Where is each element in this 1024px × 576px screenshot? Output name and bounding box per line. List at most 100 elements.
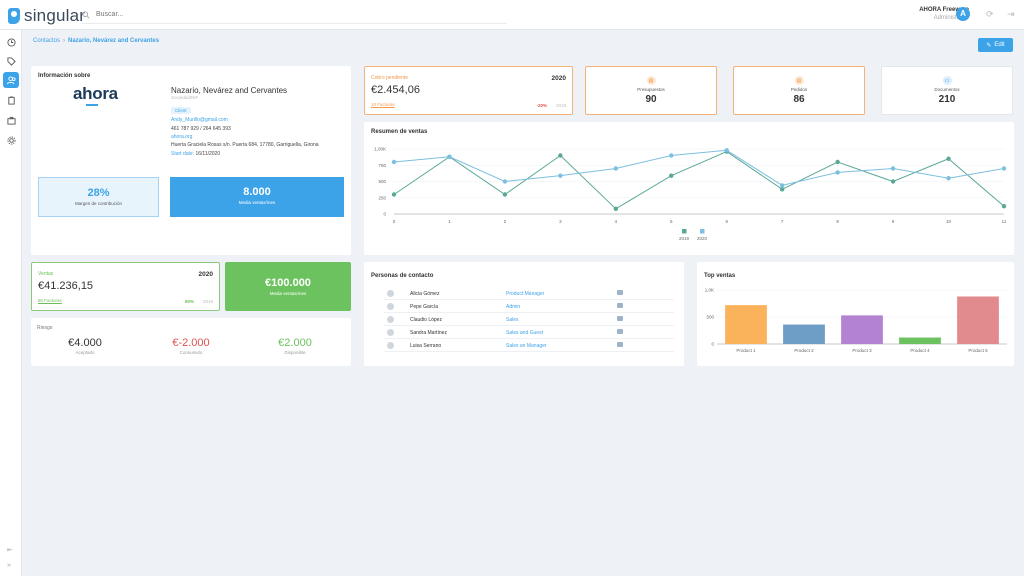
sidebar-item-contacts[interactable] [3,72,19,88]
breadcrumb: Contactos › Nazario, Nevárez and Cervantes [33,38,159,44]
contact-avatar [387,316,394,323]
avatar[interactable]: A [956,7,970,21]
collapse-icon[interactable]: ⇤ [7,547,13,554]
data-point [502,192,508,197]
data-point [613,206,619,211]
contact-row[interactable]: Pepe García Admin [384,300,674,313]
contact-role[interactable]: Sales [506,317,519,323]
y-tick-label: 500 [378,179,386,184]
contact-name: Alicia Gómez [410,291,440,297]
riesgo-consumido: €-2.000 Consumido [141,337,241,355]
ventas-year: 2020 [198,271,213,278]
contact-row[interactable]: Luisa Serrano Sales an Manager [384,339,674,352]
data-point [558,153,563,158]
data-point [447,154,452,159]
media-value: 8.000 [243,186,271,198]
stat-label: Pedidos [790,87,808,92]
sidebar-item-tags[interactable] [3,53,19,69]
sidebar-item-documents[interactable] [3,92,19,108]
green-kpi-value: €100.000 [265,277,311,289]
mail-icon[interactable] [617,316,623,321]
info-card: Información sobre [31,66,351,255]
email-link[interactable]: Andy_Murillo@gmail.com [171,117,228,123]
topventas-card: Top ventas 0 500 1,0K Product 1 Product 2 Pro… [697,262,1014,366]
stat-pedidos[interactable]: ▤ Pedidos 86 [733,66,865,115]
breadcrumb-root[interactable]: Contactos [33,38,61,44]
edit-button[interactable]: ✎ Edit [978,38,1013,52]
line-chart: 0 250 500 750 1,00K 0 1 2 3 4 5 6 7 8 9 10 11 2019 2020 [374,147,1007,242]
bar [841,315,883,344]
website-link[interactable]: ahora.org [171,134,193,140]
x-tick-label: 10 [946,219,952,224]
resumen-title: Resumen de ventas [371,129,428,135]
contact-row[interactable]: Sandra Martínez Sales and Guest [384,326,674,339]
cobro-facturas-link[interactable]: 10 Facturas [371,102,395,107]
data-point [946,156,951,161]
series-line-2019 [393,151,1005,210]
mail-icon[interactable] [617,303,623,308]
client-tag: Client [171,107,191,114]
ventas-pct: 80% [184,299,194,304]
legend-label: 2020 [697,236,708,241]
tag-icon [6,56,16,66]
pencil-icon: ✎ [986,42,992,49]
breadcrumb-current: Nazario, Nevárez and Cervantes [68,38,160,44]
sidebar-item-dashboard[interactable] [3,34,19,50]
contact-role[interactable]: Product Manager [506,291,545,297]
sidebar-item-business[interactable] [3,112,19,128]
contact-row[interactable]: Alicia Gómez Product Manager [384,287,674,300]
briefcase-icon [6,116,16,125]
logout-icon[interactable]: ⇥ [1007,9,1015,19]
notifications-icon[interactable]: ⟳ [986,9,994,19]
resumen-card: Resumen de ventas 0 250 500 750 1,00K 0 1 2 3 4 5 6… [364,122,1014,255]
user-name: AHORA Freeware [919,7,969,13]
contact-role[interactable]: Admin [506,304,521,310]
data-point [613,166,619,171]
company-name: Nazario, Nevárez and Cervantes [171,86,288,95]
y-tick-label: 1,0K [705,288,714,293]
legend-swatch [700,229,705,234]
media-label: Media ventas/mes [238,200,276,205]
bar [725,305,767,344]
green-kpi-label: Media ventas/mes [269,291,307,296]
x-tick-label: 1 [448,219,451,224]
y-tick-label: 0 [711,342,714,347]
data-point [558,173,563,178]
address: Huerta Graciela Rosas s/n. Puerta 684, 1… [171,142,319,148]
legend-label: 2019 [679,236,690,241]
data-point [502,179,508,184]
riesgo-card: Riesgo €4.000 Aceptado €-2.000 Consumido… [31,318,351,366]
contact-row[interactable]: Claudio López Sales [384,313,674,326]
expand-icon[interactable]: » [7,562,11,569]
topventas-title: Top ventas [704,273,736,279]
stat-value: 86 [793,94,805,105]
ventas-prev-year: 2019 [202,299,213,304]
app-logo[interactable]: singular [8,6,85,26]
ventas-card: Ventas 2020 €41.236,15 80 Facturas 80% 2… [31,262,220,311]
data-point [1001,166,1007,171]
top-bar: singular AHORA Freeware Administrator A … [0,0,1024,30]
data-point [669,173,674,178]
mail-icon[interactable] [617,329,623,334]
mail-icon[interactable] [617,290,623,295]
ventas-facturas-link[interactable]: 80 Facturas [38,298,62,303]
series-line-2020 [393,149,1005,186]
stat-presupuestos[interactable]: ▤ Presupuestos 90 [585,66,717,115]
data-point [890,166,896,171]
data-point [779,187,785,192]
contact-role[interactable]: Sales and Guest [506,330,543,336]
clock-icon [6,37,16,47]
search-input[interactable] [96,11,476,18]
margin-kpi: 28% Margen de contribución [38,177,159,217]
contact-role[interactable]: Sales an Manager [506,343,547,349]
cobro-pct: -20% [536,103,547,108]
stat-documentos[interactable]: ▭ Documentos 210 [881,66,1013,115]
riesgo-label: Consumido [179,350,203,355]
ventas-label: Ventas [38,271,54,277]
x-tick-label: Product 2 [794,348,814,353]
search-icon [82,10,90,19]
user-info[interactable]: AHORA Freeware Administrator [919,6,969,22]
contact-avatar [387,303,394,310]
mail-icon[interactable] [617,342,623,347]
sidebar-item-settings[interactable] [3,132,19,148]
